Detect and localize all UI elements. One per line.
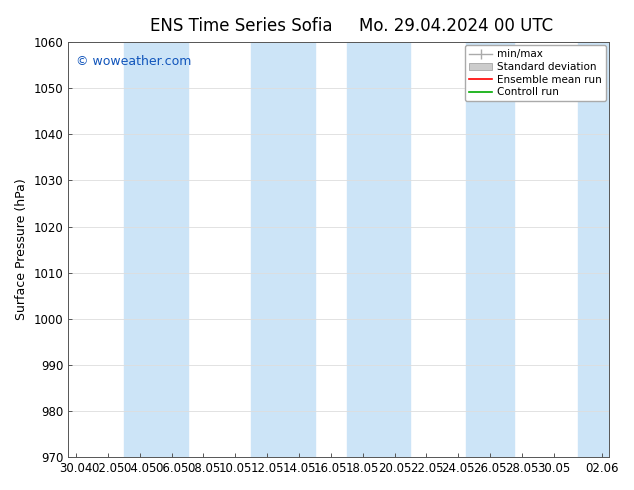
- Bar: [251, 42, 315, 457]
- Text: Mo. 29.04.2024 00 UTC: Mo. 29.04.2024 00 UTC: [359, 17, 553, 35]
- Bar: [124, 42, 188, 457]
- Bar: [578, 42, 618, 457]
- Text: © woweather.com: © woweather.com: [76, 54, 191, 68]
- Bar: [466, 42, 514, 457]
- Bar: [347, 42, 410, 457]
- Text: ENS Time Series Sofia: ENS Time Series Sofia: [150, 17, 332, 35]
- Y-axis label: Surface Pressure (hPa): Surface Pressure (hPa): [15, 179, 28, 320]
- Legend: min/max, Standard deviation, Ensemble mean run, Controll run: min/max, Standard deviation, Ensemble me…: [465, 45, 606, 101]
